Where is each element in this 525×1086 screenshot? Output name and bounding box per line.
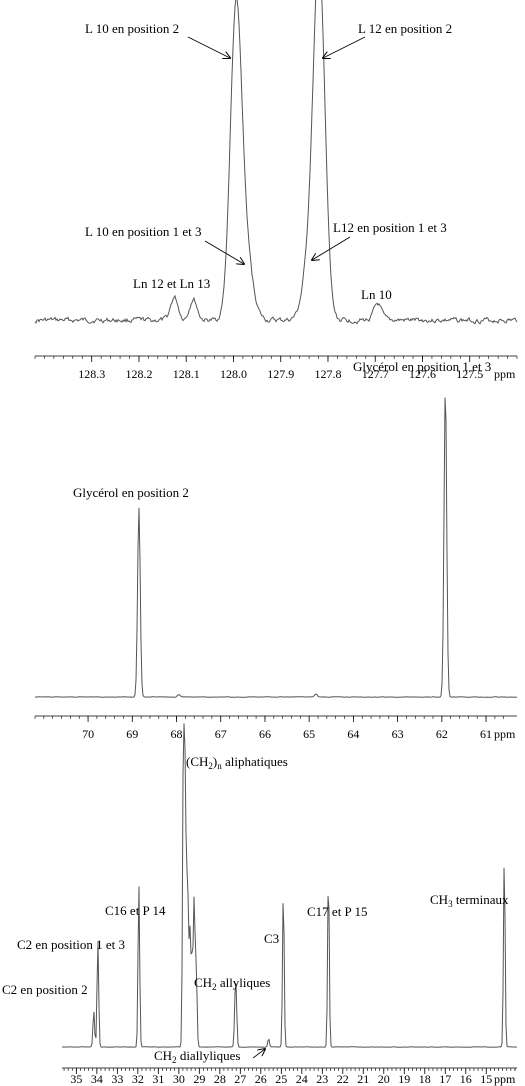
annotation-c2-position-2: C2 en position 2: [2, 982, 88, 997]
x-ticks-2: 70 69 68 67 66 65 64 63 62 61: [34, 716, 505, 741]
x-unit-label-2: ppm: [494, 727, 516, 741]
annotation-ln10: Ln 10: [361, 287, 392, 302]
arrow-l12-position-2: [323, 36, 366, 58]
tick-label: 128.3: [78, 367, 105, 381]
tick-label: 19: [398, 1072, 410, 1086]
spectrum-trace-3: [62, 723, 518, 1048]
tick-label: 63: [392, 727, 404, 741]
tick-label: 128.2: [125, 367, 152, 381]
annotation-ln12-ln13: Ln 12 et Ln 13: [133, 276, 210, 291]
tick-label: 127.5: [456, 367, 483, 381]
tick-label: 70: [82, 727, 94, 741]
annotation-l10-position-2: L 10 en position 2: [85, 21, 179, 36]
arrow-l12-position-1-3: [312, 236, 351, 260]
arrow-l10-position-2: [187, 36, 230, 58]
annotation-ch2n-part-ch: (CH: [186, 754, 208, 769]
annotation-ch3-part-terminaux: terminaux: [453, 892, 509, 907]
tick-label: 65: [303, 727, 315, 741]
tick-label: 67: [215, 727, 227, 741]
tick-label: 62: [436, 727, 448, 741]
tick-label: 18: [419, 1072, 431, 1086]
annotation-ch3-sub-3: 3: [448, 899, 453, 909]
tick-label: 69: [126, 727, 138, 741]
annotation-l12-position-1-3: L12 en position 1 et 3: [333, 220, 447, 235]
tick-label: 20: [378, 1072, 390, 1086]
tick-label: 28: [214, 1072, 226, 1086]
annotation-ch2n-part-aliphatiques: aliphatiques: [222, 754, 288, 769]
tick-label: 127.7: [362, 367, 389, 381]
annotation-allyl-part-ch: CH: [194, 975, 212, 990]
annotation-diallyl-part-ch: CH: [154, 1048, 172, 1063]
tick-label: 16: [460, 1072, 472, 1086]
tick-label: 32: [132, 1072, 144, 1086]
arrow-ch2-diallyliques: [252, 1049, 265, 1059]
annotation-ch3-terminaux: CH3 terminaux: [430, 892, 509, 909]
arrow-l10-position-1-3: [204, 240, 244, 264]
tick-label: 66: [259, 727, 271, 741]
tick-label: 128.1: [173, 367, 200, 381]
annotation-diallyl-sub-2: 2: [172, 1055, 177, 1065]
tick-label: 35: [70, 1072, 82, 1086]
tick-label: 30: [173, 1072, 185, 1086]
tick-label: 68: [171, 727, 183, 741]
tick-label: 33: [111, 1072, 123, 1086]
tick-label: 21: [357, 1072, 369, 1086]
tick-label: 15: [480, 1072, 492, 1086]
annotation-ch2n-sub-2: 2: [208, 761, 213, 771]
x-unit-label-3: ppm: [494, 1072, 516, 1086]
tick-label: 27: [234, 1072, 246, 1086]
annotation-ch2-allyliques: CH2 allyliques: [194, 975, 270, 992]
annotation-glycerol-position-1-3: Glycérol en position 1 et 3: [353, 359, 491, 374]
tick-label: 24: [296, 1072, 308, 1086]
x-ticks-3: 35 34 33 32 31 30 29 28 27 26 25 24 23 22 21 20 19 18 17 16…: [63, 1068, 516, 1086]
tick-label: 64: [347, 727, 359, 741]
spectrum-trace-2: [34, 397, 518, 698]
tick-label: 25: [275, 1072, 287, 1086]
tick-label: 23: [316, 1072, 328, 1086]
tick-label: 26: [255, 1072, 267, 1086]
annotation-l10-position-1-3: L 10 en position 1 et 3: [85, 224, 202, 239]
tick-label: 127.6: [409, 367, 436, 381]
annotation-c3: C3: [264, 931, 279, 946]
tick-label: 61: [480, 727, 492, 741]
tick-label: 29: [193, 1072, 205, 1086]
x-ticks-1: 128.3 128.2 128.1 128.0 127.9 127.8 127.7 127.6…: [34, 356, 518, 381]
panel-2: 70 69 68 67 66 65 64 63 62 61 ppm Glycérol en pos…: [34, 359, 518, 741]
tick-label: 127.9: [267, 367, 294, 381]
annotation-ch2n-sub-n: n: [217, 761, 222, 771]
annotation-c17-p15: C17 et P 15: [307, 904, 368, 919]
tick-label: 34: [91, 1072, 103, 1086]
tick-label: 22: [337, 1072, 349, 1086]
tick-label: 127.8: [314, 367, 341, 381]
annotation-ch2n-part-paren: ): [213, 754, 217, 769]
annotation-c2-position-1-3: C2 en position 1 et 3: [17, 937, 125, 952]
annotation-l12-position-2: L 12 en position 2: [358, 21, 452, 36]
annotation-glycerol-position-2: Glycérol en position 2: [73, 485, 189, 500]
tick-label: 17: [439, 1072, 451, 1086]
annotation-allyl-sub-2: 2: [212, 982, 217, 992]
annotation-ch2n-aliphatiques: (CH2)n aliphatiques: [186, 754, 288, 771]
panel-1: 128.3 128.2 128.1 128.0 127.9 127.8 127.7 127.6…: [34, 0, 518, 381]
spectrum-trace-1: [34, 0, 518, 325]
annotation-ch3-part-ch: CH: [430, 892, 448, 907]
annotation-ch2-diallyliques: CH2 diallyliques: [154, 1048, 240, 1065]
annotation-c16-p14: C16 et P 14: [105, 903, 166, 918]
tick-label: 128.0: [220, 367, 247, 381]
annotation-allyl-part-allyliques: allyliques: [217, 975, 271, 990]
x-unit-label-1: ppm: [494, 367, 516, 381]
annotation-diallyl-part-diallyliques: diallyliques: [177, 1048, 241, 1063]
tick-label: 31: [152, 1072, 164, 1086]
panel-3: 35 34 33 32 31 30 29 28 27 26 25 24 23 22 21 20 19 18 17 16…: [2, 723, 518, 1086]
